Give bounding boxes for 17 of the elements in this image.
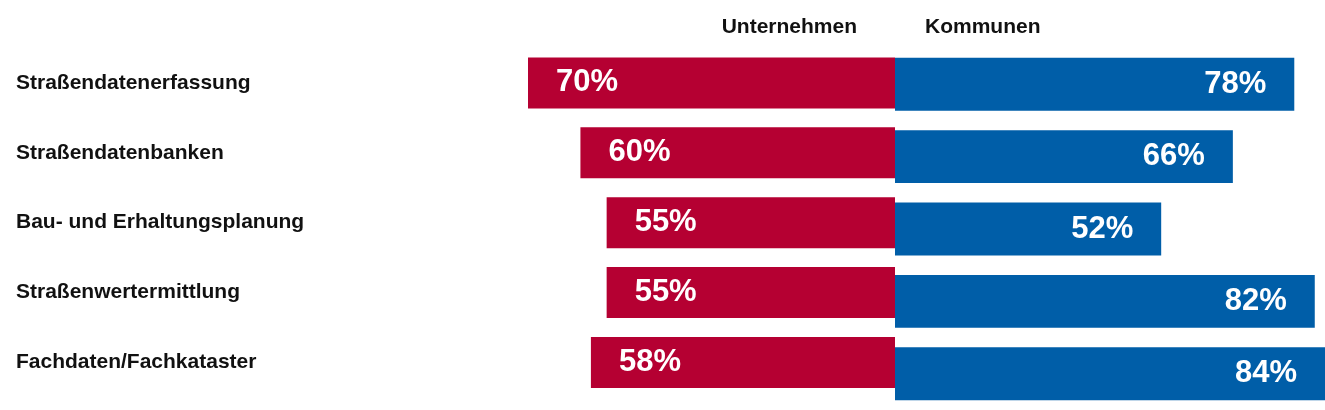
y-tick-label: Straßendatenerfassung [16,69,251,93]
y-tick-label: Bau- und Erhaltungsplanung [16,209,305,233]
data-label: 84% [1234,354,1297,390]
y-tick-label: Straßenwertermittlung [16,279,241,303]
data-label: 60% [608,133,671,169]
series-label: Kommunen [925,13,1041,37]
data-label: 55% [634,203,697,239]
data-label: 70% [556,63,619,99]
y-tick-label: Fachdaten/Fachkataster [16,349,257,373]
y-tick-label: Straßendatenbanken [16,139,224,163]
series-label: Unternehmen [721,13,857,37]
data-label: 55% [634,273,697,309]
data-label: 58% [618,343,681,379]
data-label: 78% [1204,64,1267,100]
data-label: 52% [1071,209,1134,245]
data-label: 82% [1224,281,1287,317]
data-label: 66% [1142,137,1205,173]
